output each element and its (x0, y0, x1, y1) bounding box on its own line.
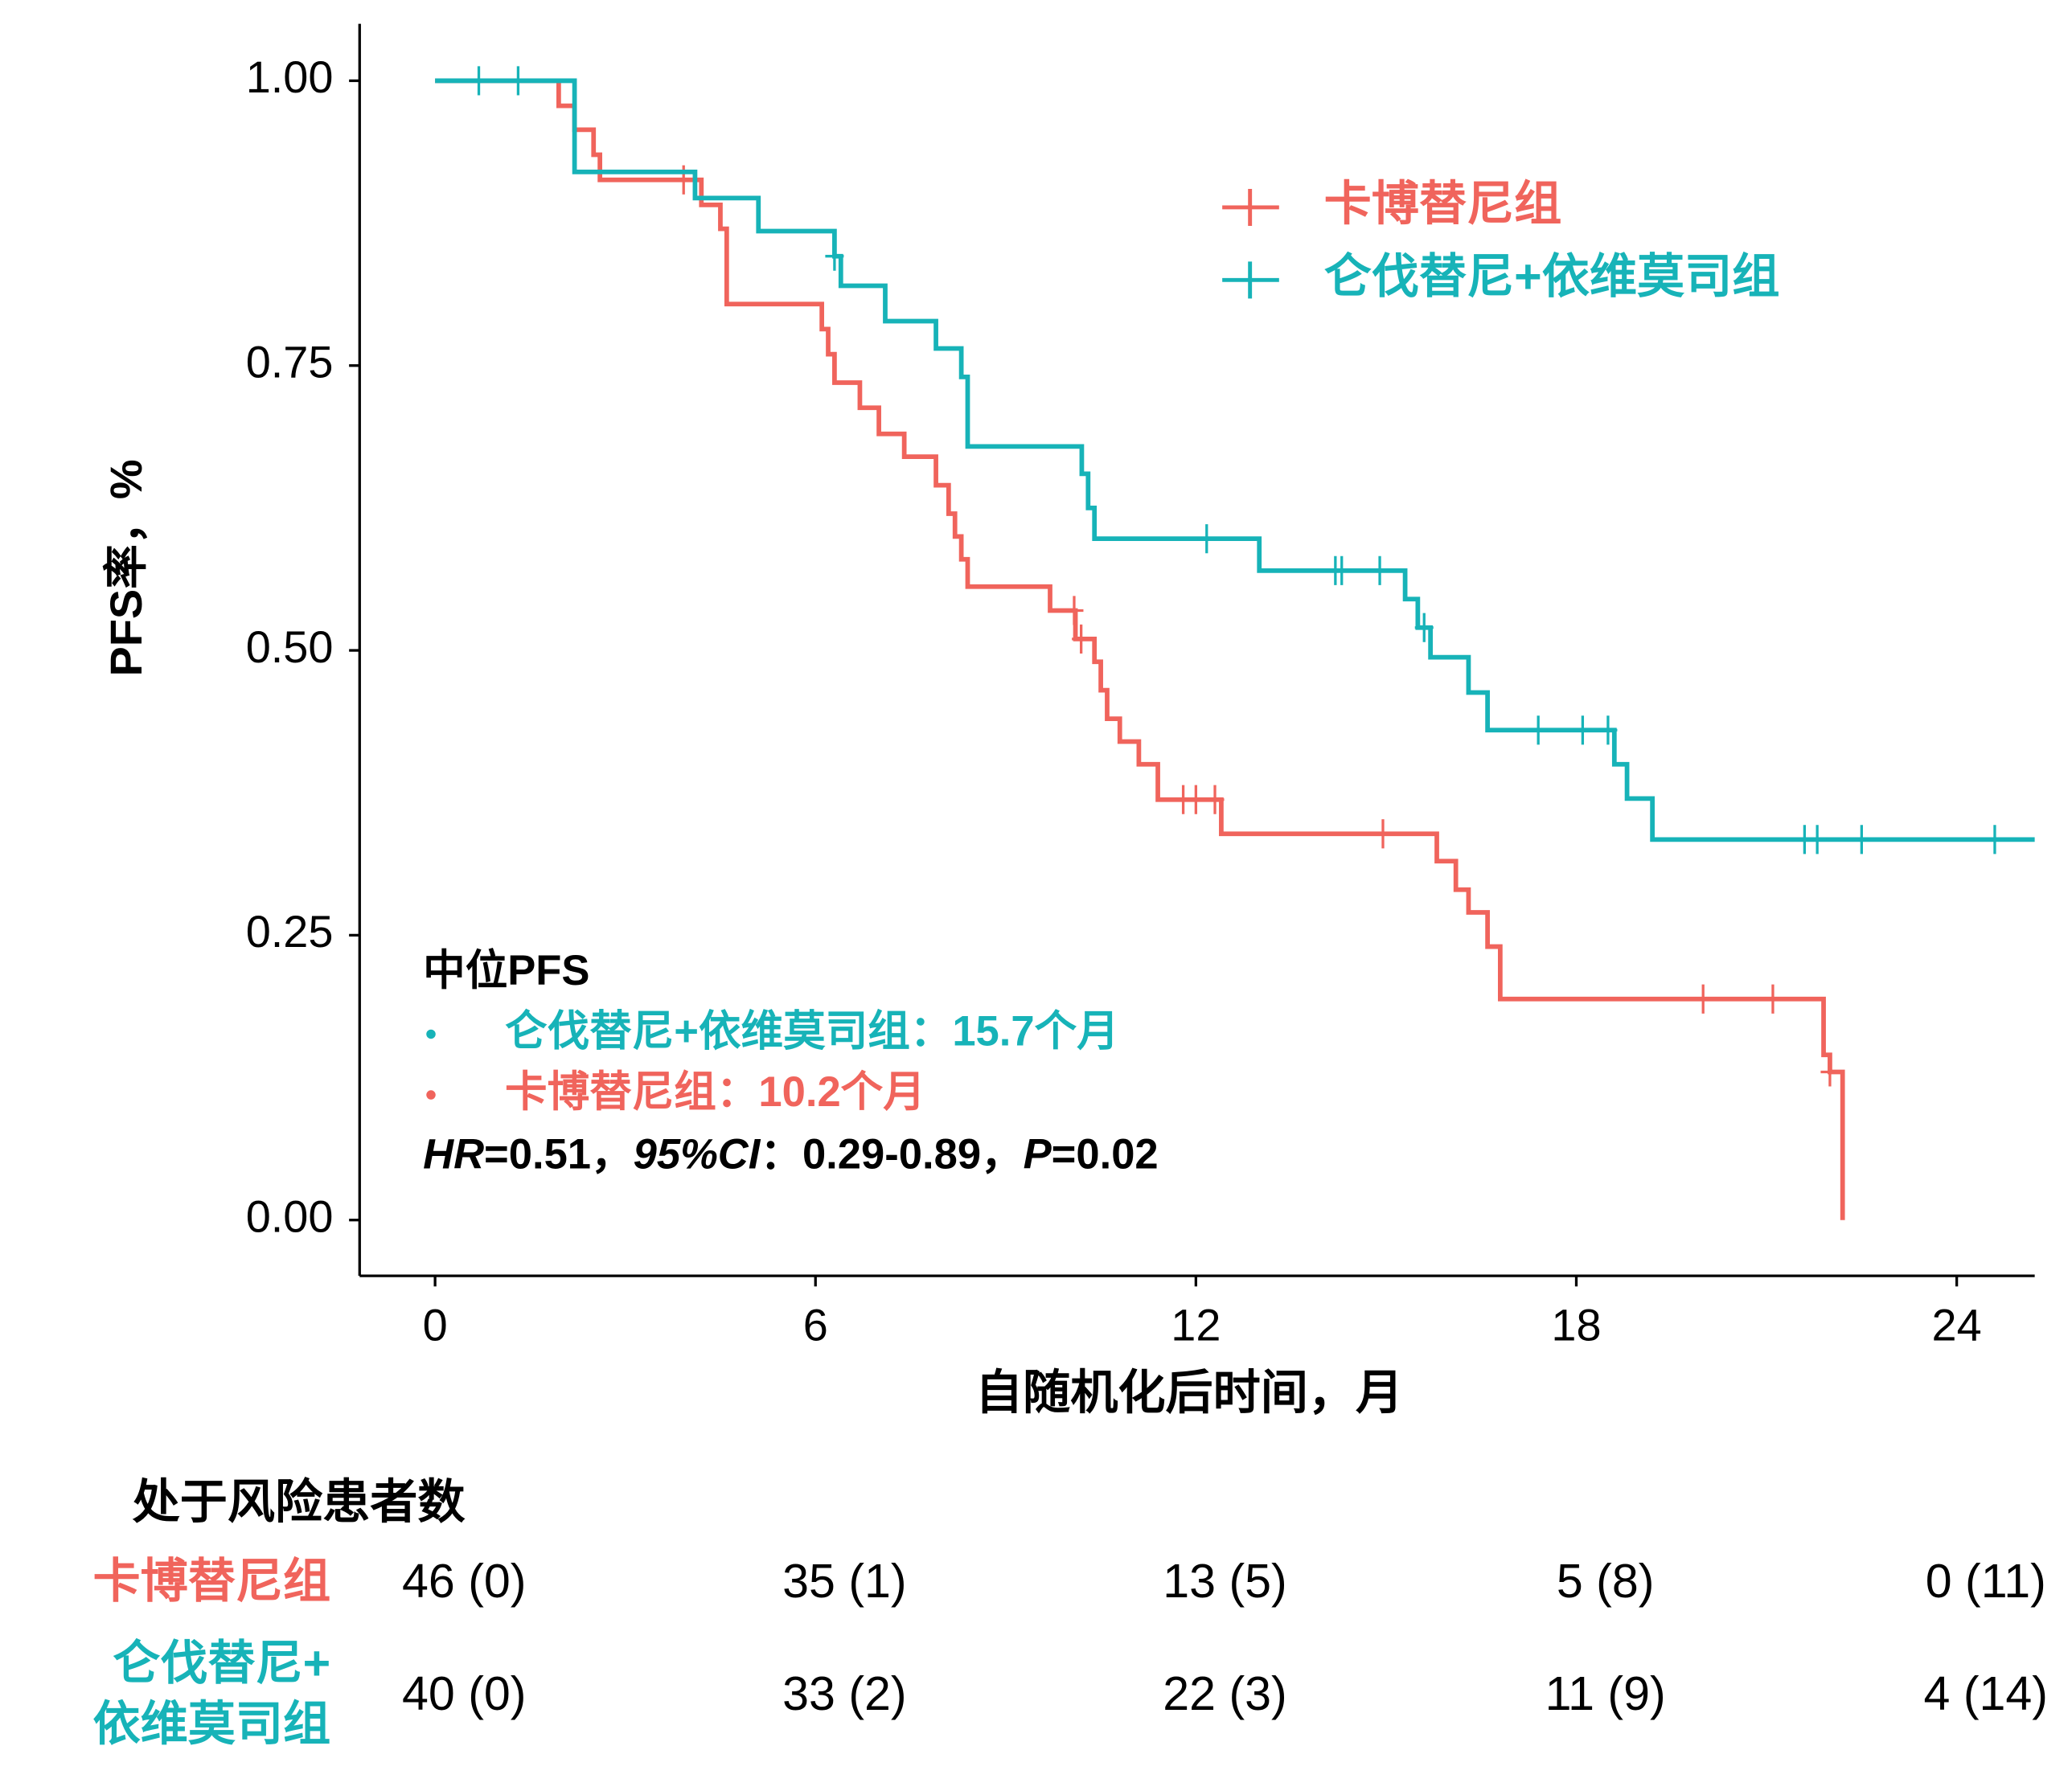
stats-part: =0.02 (1052, 1130, 1159, 1178)
censor-mark (1072, 624, 1091, 654)
risk-table-title: 处于风险患者数 (133, 1475, 466, 1529)
annotation-line: 仑伐替尼+依维莫司组：15.7个月 (505, 1007, 1119, 1055)
risk-value: 22 (3) (1163, 1666, 1286, 1720)
stats-part: 95%CI (634, 1130, 761, 1178)
risk-row-label: 依维莫司组 (93, 1697, 331, 1751)
annotation-stats: HR=0.51，95%CI：0.29-0.89，P=0.02 (423, 1130, 1159, 1178)
risk-value: 46 (0) (402, 1554, 526, 1608)
censor-mark (1370, 555, 1389, 585)
stats-part: HR (423, 1130, 484, 1178)
x-tick-label: 0 (423, 1300, 448, 1350)
risk-row-label: 仑伐替尼+ (113, 1636, 330, 1690)
legend-label: 仑伐替尼+依维莫司组 (1324, 249, 1780, 303)
risk-value: 5 (8) (1557, 1554, 1655, 1608)
risk-value: 13 (5) (1163, 1554, 1286, 1608)
legend-label: 卡博替尼组 (1324, 177, 1562, 231)
y-tick-label: 0.25 (246, 906, 334, 957)
censor-mark (1197, 524, 1217, 554)
stats-part: ：0.29-0.89， (760, 1130, 1023, 1178)
bullet (426, 1090, 436, 1100)
x-tick-label: 6 (803, 1300, 828, 1350)
x-axis-label: 自随机化后时间，月 (975, 1365, 1403, 1419)
censor-mark (1065, 596, 1084, 625)
bullet (426, 1029, 436, 1039)
censor-mark (1763, 984, 1783, 1014)
censor-mark (1332, 555, 1352, 585)
x-tick-label: 24 (1932, 1300, 1982, 1350)
censor-mark (1598, 715, 1618, 745)
censor-mark (1373, 819, 1393, 849)
risk-value: 40 (0) (402, 1666, 526, 1720)
stats-part: P (1024, 1130, 1052, 1178)
annotation-line: 卡博替尼组：10.2个月 (505, 1068, 925, 1116)
censor-mark (1414, 613, 1434, 642)
risk-value: 11 (9) (1545, 1666, 1666, 1720)
risk-row-label: 卡博替尼组 (93, 1554, 331, 1608)
censor-mark (1985, 825, 2004, 855)
censor-mark (1820, 1057, 1840, 1087)
censor-mark (1807, 825, 1827, 855)
y-tick-label: 1.00 (246, 51, 334, 102)
legend-symbol (1222, 261, 1279, 299)
x-tick-label: 18 (1551, 1300, 1601, 1350)
survival-curve (435, 78, 2035, 842)
censor-mark (1205, 785, 1225, 814)
risk-value: 4 (14) (1924, 1666, 2048, 1720)
survival-curve (435, 78, 1845, 1220)
censor-mark (1573, 715, 1592, 745)
x-tick-label: 12 (1171, 1300, 1221, 1350)
y-axis-label: PFS率，% (101, 459, 151, 676)
censor-mark (1186, 785, 1205, 814)
y-tick-label: 0.00 (246, 1191, 334, 1241)
risk-value: 35 (1) (782, 1554, 906, 1608)
y-tick-label: 0.50 (246, 621, 334, 672)
censor-mark (825, 241, 844, 271)
censor-mark (470, 66, 489, 96)
censor-mark (508, 66, 527, 96)
risk-value: 33 (2) (782, 1666, 906, 1720)
censor-mark (1693, 984, 1713, 1014)
y-tick-label: 0.75 (246, 337, 334, 387)
stats-part: =0.51， (484, 1130, 634, 1178)
risk-value: 0 (11) (1926, 1554, 2046, 1608)
censor-mark (1528, 715, 1548, 745)
legend-symbol (1222, 188, 1279, 226)
censor-mark (1852, 825, 1871, 855)
annotation-title: 中位PFS (423, 947, 589, 994)
